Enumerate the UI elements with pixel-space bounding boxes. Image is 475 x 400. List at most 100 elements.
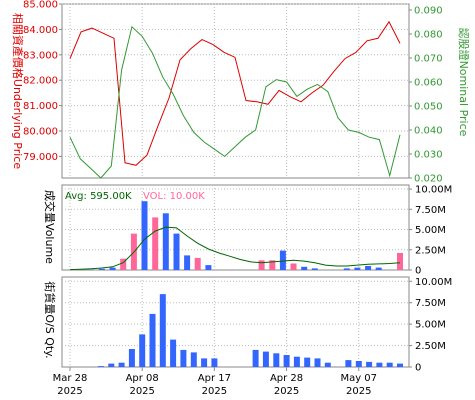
bar [118,362,125,367]
bar [293,356,300,367]
bar [152,217,159,270]
right-tick-label: 0.040 [414,126,443,137]
right-tick-label: 0 [415,363,421,374]
bar [311,268,318,270]
left-tick-label: 79.000 [23,152,58,163]
bar [375,267,382,270]
bar [366,361,373,367]
bar [120,258,127,270]
right-tick-label: 7.50M [415,298,446,309]
left-tick-label: 80.000 [23,127,58,138]
right-tick-label: 10.00M [415,277,452,288]
bar [397,253,403,270]
volume-axis-label: 成交量Volume [43,190,57,264]
underlying-price-line [69,20,401,166]
price-right-axis: 0.090 0.080 0.070 0.060 0.050 0.040 0.030 0.020 [409,6,443,185]
bar [354,267,361,270]
volume-average-curve [69,226,401,271]
bar [314,358,321,367]
bar [180,349,187,367]
volume-vol-label: VOL: 10.00K [143,191,205,202]
bar [211,358,218,367]
bar [386,362,393,367]
right-tick-label: 0 [415,266,421,277]
bar [273,353,280,367]
bar [97,366,104,367]
date-tick-year: 2025 [274,386,299,397]
bar [345,360,352,367]
bar [201,358,208,367]
right-tick-label: 0.060 [414,78,443,89]
bar [149,313,156,367]
bar [170,339,177,367]
bar [262,351,269,367]
bar [128,349,135,367]
bar [159,294,166,367]
bar [290,263,297,270]
bar [304,357,311,367]
os-qty-axis: 10.00M 7.50M 5.00M 2.50M 0 [409,277,452,374]
bar [205,265,212,270]
bar [194,257,201,270]
right-tick-label: 10.00M [415,185,452,196]
date-tick-label: Mar 28 [53,373,88,384]
nominal-price-line [69,25,401,179]
bar [365,266,372,270]
bar [397,363,403,367]
left-tick-label: 83.000 [23,50,58,61]
bar [252,349,259,367]
volume-axis: 10.00M 7.50M 5.00M 2.50M 0 [409,185,452,277]
date-tick-year: 2025 [346,386,371,397]
left-tick-label: 81.000 [23,101,58,112]
bar [283,355,290,367]
volume-panel [61,184,410,271]
bar [258,260,265,270]
bar [343,268,350,270]
date-tick-label: Apr 17 [198,373,231,384]
bar [141,201,148,270]
bar [162,213,169,270]
right-tick-label: 0.050 [414,102,443,113]
date-tick-year: 2025 [129,386,154,397]
bar [376,362,383,367]
date-tick-label: Apr 28 [270,373,303,384]
bar [108,363,115,367]
date-axis: Mar 28 2025 Apr 08 2025 Apr 17 2025 Apr 28 2025… [53,367,377,397]
os-qty-axis-label: 街貨量O/S Qty. [43,281,57,358]
left-tick-label: 84.000 [23,25,58,36]
bar [355,361,362,367]
right-tick-label: 5.00M [415,320,446,331]
price-left-axis: 85.000 84.000 83.000 82.000 81.000 80.000 79.0… [23,0,62,163]
bar [98,268,105,270]
price-panel [61,3,410,179]
price-series [69,20,401,179]
date-tick-label: Apr 08 [126,373,159,384]
bar [184,255,191,270]
right-tick-label: 0.070 [414,54,443,65]
bar [324,362,331,367]
right-tick-label: 7.50M [415,205,446,216]
bar [139,334,146,367]
right-tick-label: 2.50M [415,341,446,352]
underlying-price-axis-label: 相關資產價格Underlying Price [11,13,25,169]
right-tick-label: 2.50M [415,245,446,256]
date-tick-year: 2025 [57,386,82,397]
os-qty-panel [61,276,410,368]
date-tick-year: 2025 [202,386,227,397]
bar [190,352,197,367]
volume-average-line [69,226,401,271]
left-tick-label: 82.000 [23,76,58,87]
right-tick-label: 0.030 [414,150,443,161]
volume-average-label: Avg: 595.00K [65,191,132,202]
bar [109,267,116,270]
right-tick-label: 0.090 [414,6,443,17]
nominal-price-axis-label: 認股證Nominal Price [457,28,471,137]
right-tick-label: 5.00M [415,225,446,236]
left-tick-label: 85.000 [23,0,58,11]
bar [173,233,180,270]
right-tick-label: 0.020 [414,174,443,185]
bar [301,266,308,270]
date-tick-label: May 07 [340,373,377,384]
bar [279,250,286,270]
